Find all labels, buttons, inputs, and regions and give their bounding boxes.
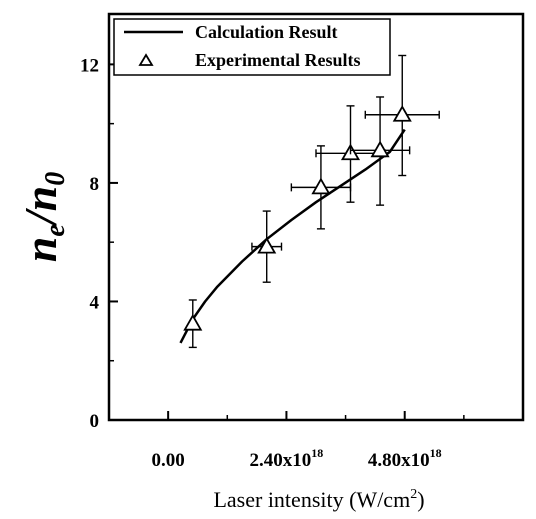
x-tick-label: 2.40x1018 [250, 446, 324, 471]
triangle-marker [370, 140, 390, 158]
experimental-point [251, 210, 283, 283]
calculation-curve [179, 128, 406, 344]
plot-frame [107, 12, 525, 422]
x-axis-label-close: ) [417, 487, 424, 512]
triangle-marker [183, 313, 203, 331]
x-tick-label: 4.80x1018 [368, 446, 442, 471]
x-tick-label-exponent: 18 [311, 446, 323, 460]
y-axis-label-n0: n [15, 186, 66, 212]
calculation-curve-layer [179, 128, 406, 344]
triangle-marker [392, 104, 412, 122]
y-tick-label: 8 [90, 174, 100, 195]
triangle-marker [311, 177, 331, 195]
legend-label-calculation: Calculation Result [195, 22, 338, 42]
x-tick-label-exponent: 18 [430, 446, 442, 460]
x-tick-label: 0.00 [152, 450, 185, 471]
x-tick-label-mantissa: 0.00 [152, 450, 185, 471]
y-axis-label-sub-e: e [40, 224, 71, 236]
triangle-marker [257, 236, 277, 254]
experimental-points-layer [183, 54, 440, 349]
legend-triangle-swatch [138, 53, 154, 66]
legend-box [113, 18, 391, 76]
legend-label-experimental: Experimental Results [195, 50, 361, 70]
y-tick-label: 12 [80, 55, 99, 76]
y-axis-label: ne/n0 [15, 172, 71, 262]
x-axis-label-superscript: 2 [410, 487, 417, 502]
y-tick-label: 4 [90, 292, 100, 313]
legend: Calculation Result Experimental Results [113, 18, 391, 76]
experimental-point [364, 54, 440, 177]
x-tick-label-mantissa: 2.40x10 [250, 450, 312, 471]
experimental-point [183, 299, 203, 349]
experimental-point [290, 145, 352, 230]
y-axis-label-slash: / [15, 207, 66, 227]
y-axis-label-sub-0: 0 [40, 172, 71, 186]
x-tick-label-mantissa: 4.80x10 [368, 450, 430, 471]
x-axis-label: Laser intensity (W/cm2) [213, 487, 424, 512]
y-tick-label: 0 [90, 411, 100, 432]
